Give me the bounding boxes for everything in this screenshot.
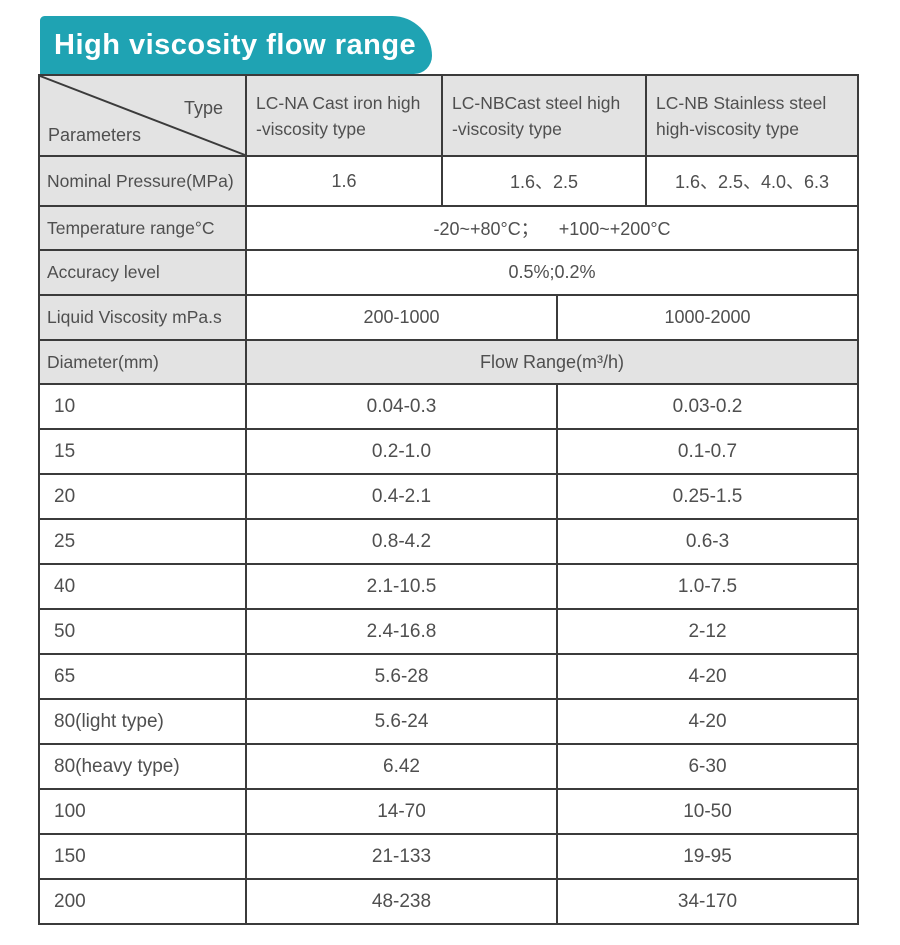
flow-range-cell-1: 0.8-4.2 — [245, 518, 558, 565]
nominal-pressure-value: 1.6、2.5、4.0、6.3 — [645, 155, 859, 207]
flow-range-cell-1: 5.6-24 — [245, 698, 558, 745]
flow-row: 25 0.8-4.2 0.6-3 — [38, 518, 859, 565]
nominal-pressure-label: Nominal Pressure(MPa) — [38, 155, 247, 207]
header-line: LC-NB Stainless steel — [656, 92, 827, 113]
nominal-pressure-row: Nominal Pressure(MPa) 1.6 1.6、2.5 1.6、2.… — [38, 155, 859, 207]
flow-range-cell-2: 19-95 — [556, 833, 859, 880]
flow-range-cell-1: 2.1-10.5 — [245, 563, 558, 610]
page-title: High viscosity flow range — [54, 28, 417, 61]
flow-range-header: Flow Range(m³/h) — [245, 339, 859, 385]
flow-range-cell-2: 0.03-0.2 — [556, 383, 859, 430]
flow-range-cell-2: 2-12 — [556, 608, 859, 655]
accuracy-row: Accuracy level 0.5%;0.2% — [38, 249, 859, 296]
diameter-cell: 50 — [38, 608, 247, 655]
diameter-cell: 200 — [38, 878, 247, 925]
diameter-cell: 25 — [38, 518, 247, 565]
flow-row: 20 0.4-2.1 0.25-1.5 — [38, 473, 859, 520]
flow-range-cell-2: 10-50 — [556, 788, 859, 835]
header-line: LC-NBCast steel high — [452, 92, 621, 113]
accuracy-label: Accuracy level — [38, 249, 247, 296]
flow-range-cell-1: 48-238 — [245, 878, 558, 925]
flow-range-cell-1: 0.04-0.3 — [245, 383, 558, 430]
diameter-cell: 100 — [38, 788, 247, 835]
flow-range-cell-1: 5.6-28 — [245, 653, 558, 700]
spec-table: Type Parameters LC-NA Cast iron high -vi… — [38, 74, 859, 925]
corner-type-label: Type — [183, 98, 223, 118]
flow-row: 50 2.4-16.8 2-12 — [38, 608, 859, 655]
flow-range-cell-1: 21-133 — [245, 833, 558, 880]
flow-range-cell-2: 0.25-1.5 — [556, 473, 859, 520]
diameter-cell: 150 — [38, 833, 247, 880]
section-banner: High viscosity flow range — [40, 16, 432, 74]
column-header-stainless-steel: LC-NB Stainless steel high-viscosity typ… — [645, 74, 859, 157]
flow-row: 150 21-133 19-95 — [38, 833, 859, 880]
diameter-cell: 20 — [38, 473, 247, 520]
flow-range-cell-1: 2.4-16.8 — [245, 608, 558, 655]
header-line: -viscosity type — [256, 118, 366, 139]
flow-row: 40 2.1-10.5 1.0-7.5 — [38, 563, 859, 610]
flow-range-cell-1: 0.2-1.0 — [245, 428, 558, 475]
flow-range-cell-2: 4-20 — [556, 653, 859, 700]
diameter-cell: 40 — [38, 563, 247, 610]
flow-range-cell-2: 1.0-7.5 — [556, 563, 859, 610]
flow-range-cell-2: 4-20 — [556, 698, 859, 745]
flow-row: 80(heavy type) 6.42 6-30 — [38, 743, 859, 790]
viscosity-label: Liquid Viscosity mPa.s — [38, 294, 247, 341]
temperature-row: Temperature range°C -20~+80°C； +100~+200… — [38, 205, 859, 251]
flow-row: 15 0.2-1.0 0.1-0.7 — [38, 428, 859, 475]
header-row: Type Parameters LC-NA Cast iron high -vi… — [38, 74, 859, 157]
column-header-cast-steel: LC-NBCast steel high -viscosity type — [441, 74, 647, 157]
flow-row: 200 48-238 34-170 — [38, 878, 859, 925]
nominal-pressure-value: 1.6、2.5 — [441, 155, 647, 207]
nominal-pressure-value: 1.6 — [245, 155, 443, 207]
accuracy-value: 0.5%;0.2% — [245, 249, 859, 296]
column-header-cast-iron: LC-NA Cast iron high -viscosity type — [245, 74, 443, 157]
header-line: high-viscosity type — [656, 118, 799, 139]
header-line: -viscosity type — [452, 118, 562, 139]
diameter-header-row: Diameter(mm) Flow Range(m³/h) — [38, 339, 859, 385]
diameter-cell: 80(heavy type) — [38, 743, 247, 790]
corner-cell: Type Parameters — [38, 74, 247, 157]
flow-row: 100 14-70 10-50 — [38, 788, 859, 835]
flow-row: 10 0.04-0.3 0.03-0.2 — [38, 383, 859, 430]
temperature-label: Temperature range°C — [38, 205, 247, 251]
diameter-cell: 10 — [38, 383, 247, 430]
flow-range-cell-2: 6-30 — [556, 743, 859, 790]
corner-parameters-label: Parameters — [48, 125, 142, 145]
diagonal-divider — [41, 77, 244, 154]
flow-range-cell-1: 6.42 — [245, 743, 558, 790]
diameter-label: Diameter(mm) — [38, 339, 247, 385]
flow-range-cell-2: 0.1-0.7 — [556, 428, 859, 475]
viscosity-value: 1000-2000 — [556, 294, 859, 341]
flow-row: 65 5.6-28 4-20 — [38, 653, 859, 700]
flow-range-cell-2: 34-170 — [556, 878, 859, 925]
flow-row: 80(light type) 5.6-24 4-20 — [38, 698, 859, 745]
flow-range-cell-1: 0.4-2.1 — [245, 473, 558, 520]
flow-range-cell-1: 14-70 — [245, 788, 558, 835]
viscosity-row: Liquid Viscosity mPa.s 200-1000 1000-200… — [38, 294, 859, 341]
diameter-cell: 80(light type) — [38, 698, 247, 745]
flow-range-cell-2: 0.6-3 — [556, 518, 859, 565]
temperature-value: -20~+80°C； +100~+200°C — [245, 205, 859, 251]
diameter-cell: 15 — [38, 428, 247, 475]
header-line: LC-NA Cast iron high — [256, 92, 421, 113]
diameter-cell: 65 — [38, 653, 247, 700]
viscosity-value: 200-1000 — [245, 294, 558, 341]
